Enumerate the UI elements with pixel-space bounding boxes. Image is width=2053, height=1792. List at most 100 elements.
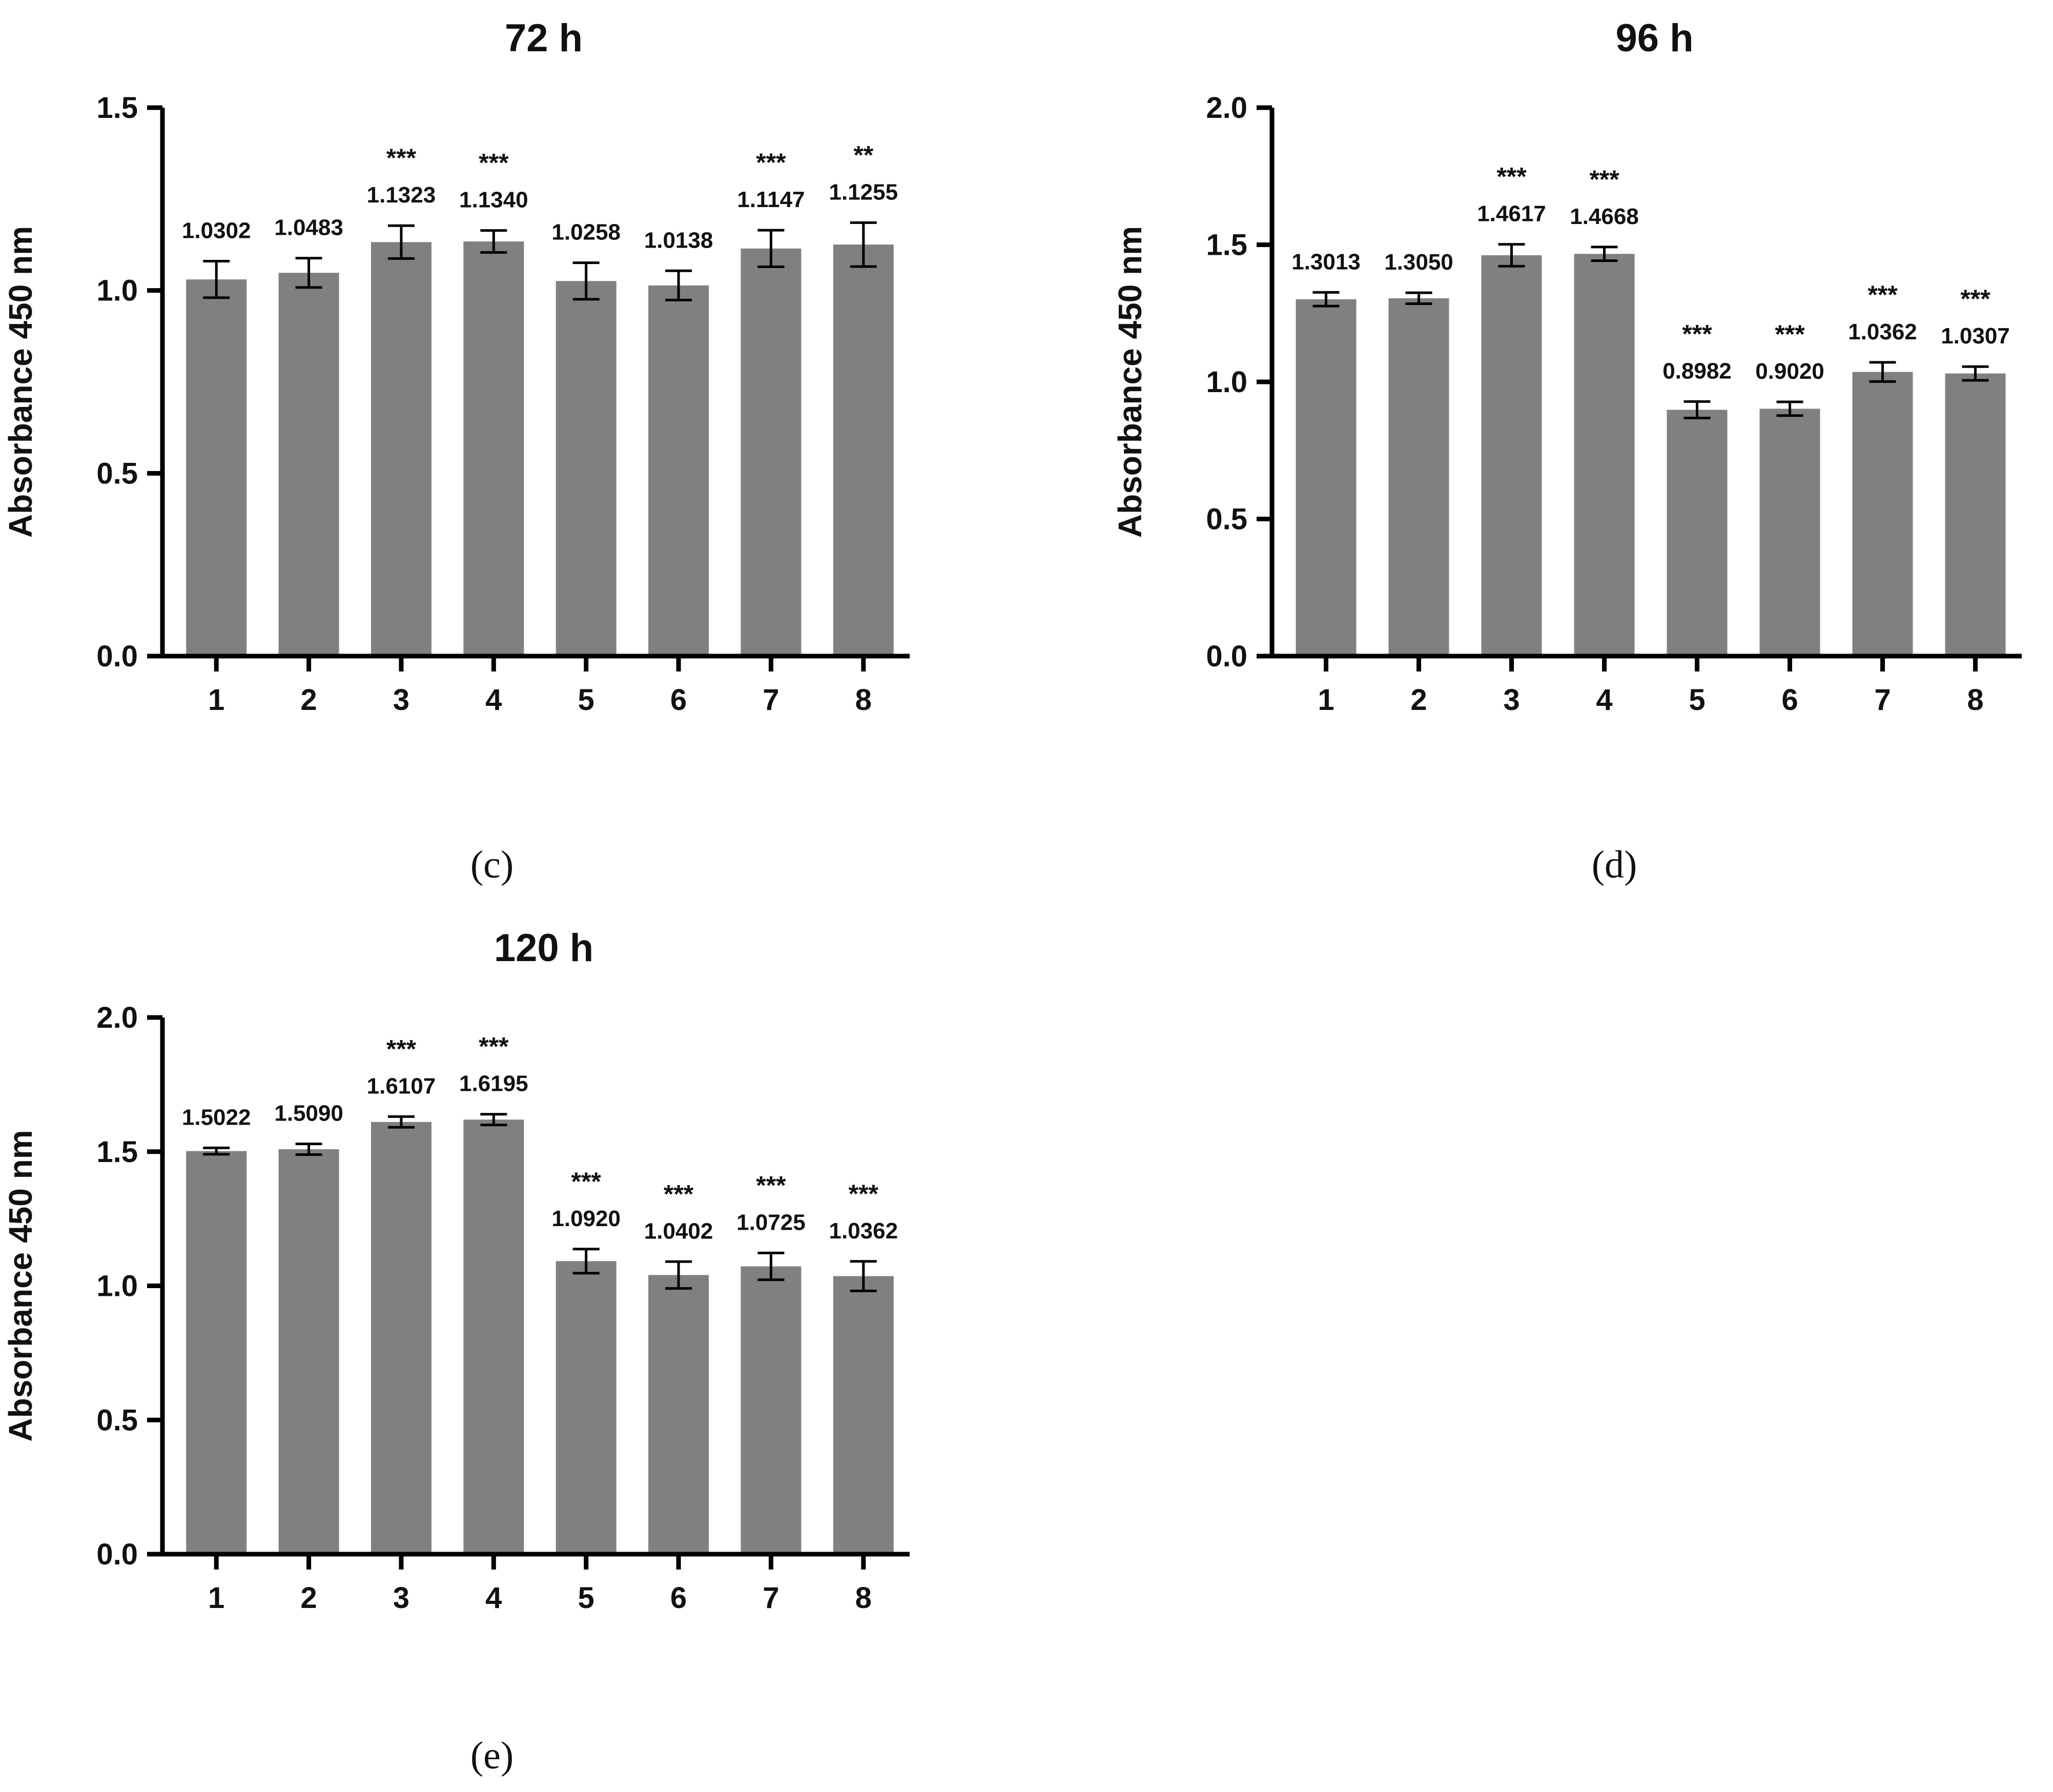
value-label: 1.1255: [829, 179, 898, 205]
value-label: 1.5090: [274, 1101, 343, 1126]
x-tick-label: 2: [300, 683, 317, 717]
value-label: 1.1340: [459, 188, 528, 213]
x-tick-label: 5: [1689, 683, 1705, 717]
significance-marker: ***: [1682, 319, 1712, 348]
value-label: 1.0302: [182, 218, 251, 243]
y-axis-label: Absorbance 450 nm: [2, 1130, 39, 1441]
value-label: 1.3013: [1291, 249, 1361, 274]
x-tick-label: 1: [1318, 683, 1334, 717]
value-label: 1.0402: [644, 1218, 713, 1244]
bar: [1759, 409, 1820, 656]
x-tick-label: 7: [763, 1581, 779, 1615]
bar: [1296, 299, 1357, 656]
y-tick-label: 0.0: [1206, 640, 1247, 673]
significance-marker: ***: [756, 1171, 786, 1199]
significance-marker: **: [853, 140, 873, 169]
x-tick-label: 1: [208, 1581, 224, 1615]
bar: [1945, 373, 2006, 656]
y-tick-label: 2.0: [96, 1001, 138, 1034]
value-label: 1.4668: [1570, 204, 1639, 229]
x-tick-label: 2: [300, 1581, 317, 1615]
y-tick-label: 1.0: [96, 1270, 138, 1303]
chart-panel-e: 120 h Absorbance 450 nm 0.0 0.5 1.0 1.5 2.0 1.5…: [2, 926, 910, 1615]
chart-title: 120 h: [494, 926, 593, 970]
bar: [463, 241, 524, 657]
bar: [463, 1119, 524, 1554]
y-tick-label: 2.0: [1206, 91, 1247, 125]
panel-label-d: (d): [1592, 843, 1637, 886]
bar: [1667, 410, 1728, 656]
value-label: 1.0362: [829, 1218, 898, 1244]
y-tick-label: 1.5: [96, 1135, 138, 1169]
y-tick-label: 0.0: [96, 640, 138, 673]
x-tick-label: 6: [1781, 683, 1798, 717]
significance-marker: ***: [1496, 162, 1527, 191]
panel-label-e: (e): [470, 1734, 514, 1777]
y-axis-label: Absorbance 450 nm: [1112, 226, 1148, 538]
value-label: 1.0258: [551, 220, 621, 245]
chart-panel-c: 72 h Absorbance 450 nm 0.0 0.5 1.0 1.5 1.0302 1…: [2, 16, 910, 717]
y-tick-label: 0.5: [96, 457, 138, 490]
value-label: 1.0362: [1848, 319, 1917, 344]
x-tick-label: 1: [208, 683, 224, 717]
chart-title: 72 h: [505, 16, 583, 60]
value-label: 1.0307: [1941, 323, 2010, 349]
x-tick-label: 6: [670, 683, 687, 717]
y-tick-label: 0.5: [1206, 503, 1247, 536]
x-tick-label: 4: [1596, 683, 1612, 717]
significance-marker: ***: [386, 1034, 417, 1063]
bar: [1852, 372, 1913, 656]
value-label: 1.4617: [1477, 201, 1546, 227]
bar: [278, 273, 339, 656]
x-tick-label: 2: [1410, 683, 1427, 717]
significance-marker: ***: [756, 148, 786, 177]
bar: [186, 279, 247, 656]
significance-marker: ***: [386, 144, 417, 172]
x-tick-label: 7: [763, 683, 779, 717]
y-tick-label: 1.5: [1206, 229, 1247, 262]
x-tick-label: 3: [393, 683, 409, 717]
y-tick-label: 0.0: [96, 1538, 138, 1571]
x-tick-label: 8: [1967, 683, 1983, 717]
value-label: 1.3050: [1384, 250, 1453, 275]
bar: [741, 248, 802, 657]
y-tick-label: 1.0: [1206, 365, 1247, 399]
significance-marker: ***: [1775, 320, 1805, 349]
value-label: 1.6107: [367, 1073, 436, 1098]
bar: [833, 1276, 894, 1554]
value-label: 1.1147: [737, 187, 805, 212]
chart-panel-d: 96 h Absorbance 450 nm 0.0 0.5 1.0 1.5 2.0 1.30…: [1112, 16, 2022, 717]
panel-label-c: (c): [470, 843, 514, 886]
x-tick-label: 4: [485, 683, 502, 717]
value-label: 1.0920: [551, 1206, 621, 1231]
value-label: 1.0483: [274, 215, 343, 240]
bar: [648, 285, 709, 656]
y-tick-label: 1.0: [96, 274, 138, 308]
x-tick-label: 7: [1874, 683, 1891, 717]
bar: [371, 242, 432, 656]
significance-marker: ***: [1867, 280, 1898, 309]
significance-marker: ***: [664, 1179, 694, 1208]
bar: [1574, 254, 1635, 657]
x-tick-label: 3: [393, 1581, 409, 1615]
x-tick-label: 8: [855, 683, 872, 717]
bar: [1481, 255, 1542, 657]
bar: [833, 245, 894, 657]
x-tick-label: 4: [485, 1581, 502, 1615]
significance-marker: ***: [479, 149, 509, 177]
value-label: 1.5022: [182, 1105, 251, 1130]
value-label: 0.9020: [1755, 359, 1824, 384]
value-label: 1.0725: [736, 1210, 806, 1235]
x-tick-label: 8: [855, 1581, 872, 1615]
significance-marker: ***: [1589, 165, 1619, 194]
value-label: 1.6195: [459, 1071, 528, 1096]
x-tick-label: 6: [670, 1581, 687, 1615]
y-axis-label: Absorbance 450 nm: [2, 226, 39, 538]
x-tick-label: 3: [1503, 683, 1520, 717]
value-label: 0.8982: [1662, 358, 1732, 383]
bar: [371, 1122, 432, 1554]
bar: [556, 281, 617, 656]
bar: [741, 1266, 802, 1554]
bar: [648, 1275, 709, 1554]
